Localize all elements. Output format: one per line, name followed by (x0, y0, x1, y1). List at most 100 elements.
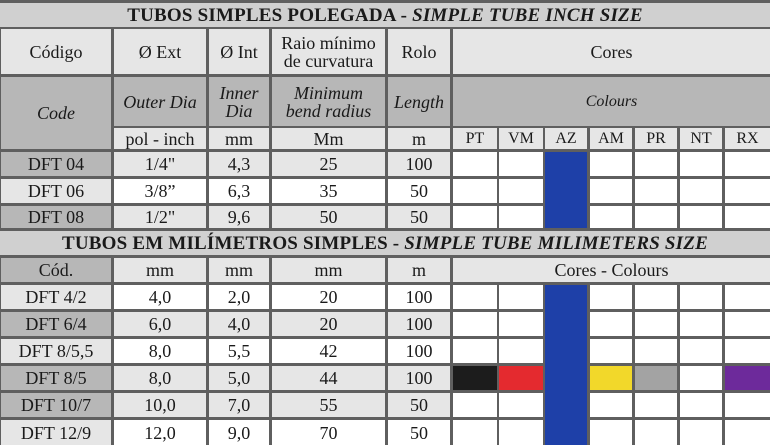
inch-row-1-swatch-rx (725, 152, 770, 176)
unit-m: m (388, 128, 450, 149)
az-column-joint-5 (545, 363, 587, 366)
inch-row-1-swatch-az (545, 152, 587, 176)
inch-row-2-radius: 35 (272, 179, 385, 203)
mm-table-title: TUBOS EM MILÍMETROS SIMPLES - SIMPLE TUB… (0, 231, 770, 255)
mm-row-3-swatch-vm (499, 339, 543, 363)
colour-code-rx: RX (725, 128, 770, 149)
inch-row-1-radius: 25 (272, 152, 385, 176)
mm-row-1-swatch-rx (725, 285, 770, 309)
mm-row-3-swatch-pt (453, 339, 497, 363)
mm-header-length: m (388, 258, 450, 282)
mm-row-3-swatch-pr (635, 339, 677, 363)
inch-title-sep: - (395, 5, 413, 26)
mm-row-3-int: 5,5 (209, 339, 269, 363)
unit-mm: mm (209, 128, 269, 149)
mm-row-4-radius: 44 (272, 366, 385, 390)
mm-row-6-int: 9,0 (209, 420, 269, 445)
mm-title-sep: - (387, 233, 405, 254)
mm-row-4-swatch-nt (680, 366, 722, 390)
mm-row-5-swatch-vm (499, 393, 543, 417)
az-column-joint-3 (545, 309, 587, 312)
mm-row-5-int: 7,0 (209, 393, 269, 417)
header-length: Length (388, 77, 450, 126)
mm-row-2-swatch-pt (453, 312, 497, 336)
az-column-joint-7 (545, 417, 587, 420)
mm-row-1-radius: 20 (272, 285, 385, 309)
inch-row-2-swatch-pr (635, 179, 677, 203)
inch-row-3-code: DFT 08 (1, 206, 111, 228)
mm-row-1-swatch-nt (680, 285, 722, 309)
inch-row-3-swatch-nt (680, 206, 722, 228)
inch-row-1-code: DFT 04 (1, 152, 111, 176)
header-code: Code (1, 77, 111, 149)
mm-row-6-swatch-rx (725, 420, 770, 445)
inch-row-2-swatch-am (590, 179, 632, 203)
mm-row-4-length: 100 (388, 366, 450, 390)
mm-row-4-swatch-pt (453, 366, 497, 390)
inch-row-1-swatch-vm (499, 152, 543, 176)
mm-row-2-ext: 6,0 (114, 312, 206, 336)
inch-row-3-ext: 1/2" (114, 206, 206, 228)
inch-table-title: TUBOS SIMPLES POLEGADA - SIMPLE TUBE INC… (0, 3, 770, 27)
header-cores: Cores (453, 29, 770, 74)
mm-row-1-swatch-vm (499, 285, 543, 309)
inch-row-3-length: 50 (388, 206, 450, 228)
mm-row-6-swatch-pt (453, 420, 497, 445)
inch-row-1-swatch-pr (635, 152, 677, 176)
mm-row-1-swatch-pr (635, 285, 677, 309)
colour-code-pt: PT (453, 128, 497, 149)
mm-row-3-swatch-az (545, 339, 587, 363)
mm-row-4-swatch-az (545, 366, 587, 390)
mm-header-ext: mm (114, 258, 206, 282)
inch-row-3-int: 9,6 (209, 206, 269, 228)
unit-mm-radius: Mm (272, 128, 385, 149)
mm-row-3-swatch-am (590, 339, 632, 363)
mm-row-5-swatch-pt (453, 393, 497, 417)
inch-row-3-radius: 50 (272, 206, 385, 228)
inch-row-2-swatch-pt (453, 179, 497, 203)
mm-header-radius: mm (272, 258, 385, 282)
mm-row-5-swatch-az (545, 393, 587, 417)
inch-row-1-int: 4,3 (209, 152, 269, 176)
mm-row-2-int: 4,0 (209, 312, 269, 336)
header-outer-dia: Outer Dia (114, 77, 206, 126)
colour-code-am: AM (590, 128, 632, 149)
mm-row-6-swatch-am (590, 420, 632, 445)
inch-row-2-swatch-rx (725, 179, 770, 203)
mm-row-1-int: 2,0 (209, 285, 269, 309)
mm-header-cores-colours: Cores - Colours (453, 258, 770, 282)
mm-row-1-length: 100 (388, 285, 450, 309)
inch-row-1-swatch-pt (453, 152, 497, 176)
mm-row-2-radius: 20 (272, 312, 385, 336)
header-bend-radius: Minimum bend radius (272, 77, 385, 126)
inch-row-2-swatch-vm (499, 179, 543, 203)
header-int: Ø Int (209, 29, 269, 74)
mm-row-5-ext: 10,0 (114, 393, 206, 417)
mm-row-4-code: DFT 8/5 (1, 366, 111, 390)
inch-row-2-length: 50 (388, 179, 450, 203)
inch-row-1-swatch-am (590, 152, 632, 176)
mm-row-2-swatch-rx (725, 312, 770, 336)
mm-row-2-swatch-az (545, 312, 587, 336)
inch-row-2-swatch-nt (680, 179, 722, 203)
mm-row-3-swatch-nt (680, 339, 722, 363)
colour-code-az: AZ (545, 128, 587, 149)
mm-header-int: mm (209, 258, 269, 282)
mm-row-1-ext: 4,0 (114, 285, 206, 309)
unit-pol-inch: pol - inch (114, 128, 206, 149)
header-colours: Colours (453, 77, 770, 126)
az-column-joint-1 (545, 176, 587, 179)
az-column-joint-2 (545, 203, 587, 206)
mm-row-5-radius: 55 (272, 393, 385, 417)
mm-row-6-swatch-az (545, 420, 587, 445)
colour-code-nt: NT (680, 128, 722, 149)
mm-row-5-swatch-nt (680, 393, 722, 417)
mm-row-1-swatch-am (590, 285, 632, 309)
inch-row-2-ext: 3/8” (114, 179, 206, 203)
inch-row-3-swatch-pr (635, 206, 677, 228)
mm-row-1-swatch-pt (453, 285, 497, 309)
mm-header-cod: Cód. (1, 258, 111, 282)
mm-row-5-swatch-am (590, 393, 632, 417)
inch-title-pt: TUBOS SIMPLES POLEGADA (127, 5, 396, 26)
